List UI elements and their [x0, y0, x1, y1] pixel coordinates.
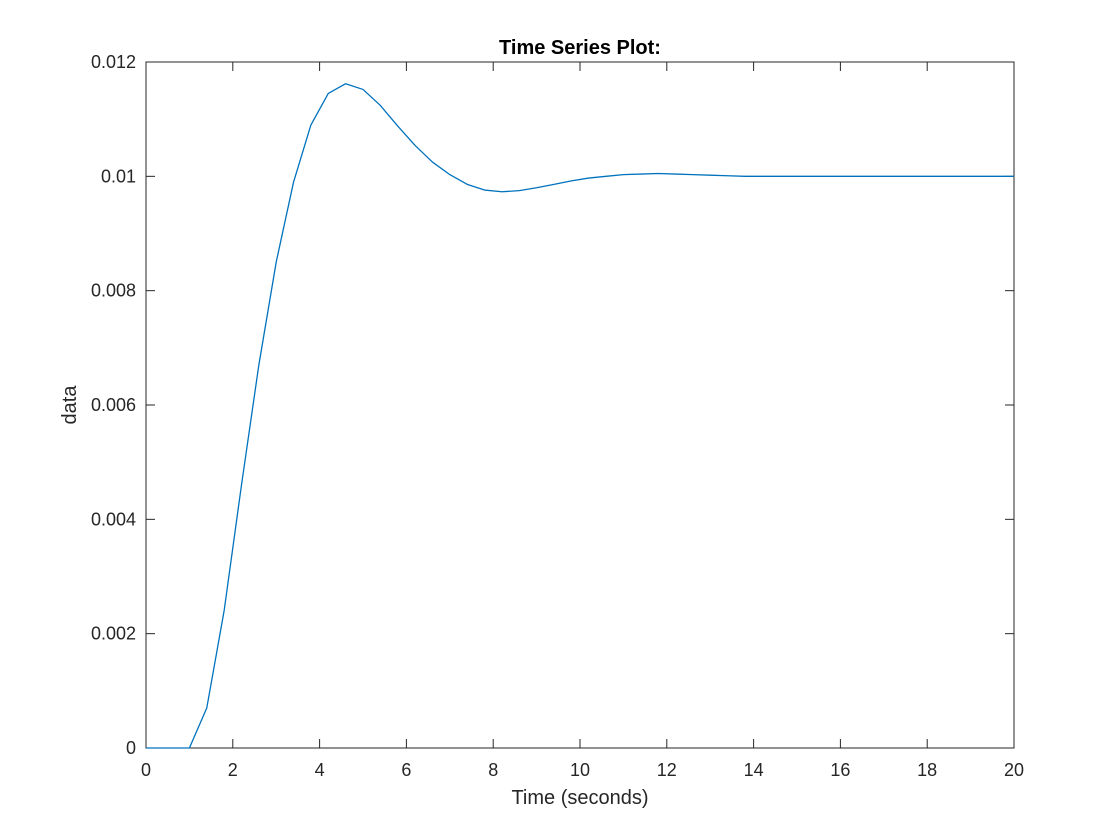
x-tick-label: 18: [917, 760, 937, 780]
plot-area: [145, 61, 1015, 749]
x-tick-label: 2: [228, 760, 238, 780]
x-tick-label: 4: [315, 760, 325, 780]
axes-box: [145, 61, 1015, 749]
x-tick-label: 6: [401, 760, 411, 780]
series-line-1: [146, 83, 1014, 749]
y-tick-label: 0.006: [91, 395, 136, 415]
y-axis-ticks: 0 0.002 0.004 0.006 0.008 0.01 0.012: [91, 52, 1014, 758]
x-tick-label: 12: [657, 760, 677, 780]
x-tick-label: 20: [1004, 760, 1024, 780]
y-tick-label: 0: [126, 738, 136, 758]
series-layer: [146, 83, 1014, 749]
x-tick-label: 8: [488, 760, 498, 780]
y-tick-label: 0.008: [91, 281, 136, 301]
y-tick-label: 0.004: [91, 509, 136, 529]
x-tick-label: 10: [570, 760, 590, 780]
y-axis-label: data: [59, 385, 81, 425]
x-axis-label: Time (seconds): [511, 787, 648, 809]
x-axis-ticks: 0 2 4 6 8 10 12 14 16 18 20: [141, 62, 1024, 780]
y-tick-label: 0.01: [101, 166, 136, 186]
chart-title: Time Series Plot:: [499, 37, 661, 59]
x-tick-label: 0: [141, 760, 151, 780]
x-tick-label: 16: [830, 760, 850, 780]
y-tick-label: 0.012: [91, 52, 136, 72]
y-tick-label: 0.002: [91, 624, 136, 644]
x-tick-label: 14: [744, 760, 764, 780]
